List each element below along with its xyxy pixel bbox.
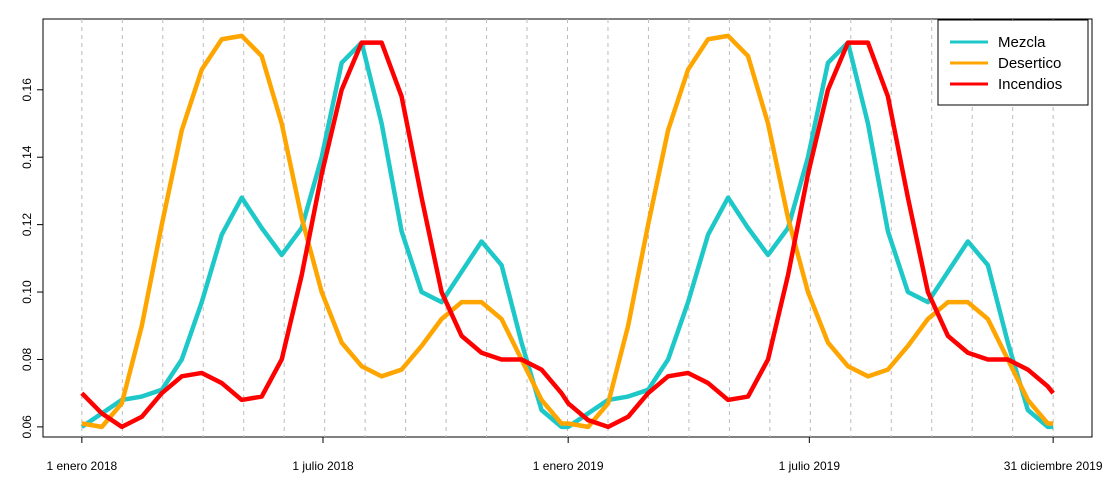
y-tick-label: 0.14 [20, 145, 34, 169]
lines [80, 33, 1055, 430]
legend-label: Mezcla [998, 34, 1046, 51]
series-line [81, 33, 1054, 430]
x-tick-label: 31 diciembre 2019 [1004, 459, 1103, 473]
y-tick-label: 0.12 [20, 213, 34, 237]
x-tick-label: 1 julio 2019 [779, 459, 841, 473]
y-tick-label: 0.16 [20, 78, 34, 102]
x-tick-label: 1 enero 2018 [46, 459, 117, 473]
y-tick-label: 0.10 [20, 280, 34, 304]
series-line [80, 40, 1054, 430]
x-tick-label: 1 julio 2018 [292, 459, 354, 473]
x-tick-label: 1 enero 2019 [533, 459, 604, 473]
y-tick-label: 0.06 [20, 415, 34, 439]
series-line [80, 40, 1055, 430]
legend-label: Incendios [998, 76, 1062, 93]
y-tick-label: 0.08 [20, 347, 34, 371]
legend-label: Desertico [998, 55, 1061, 72]
legend: Mezcla Desertico Incendios [937, 19, 1089, 106]
